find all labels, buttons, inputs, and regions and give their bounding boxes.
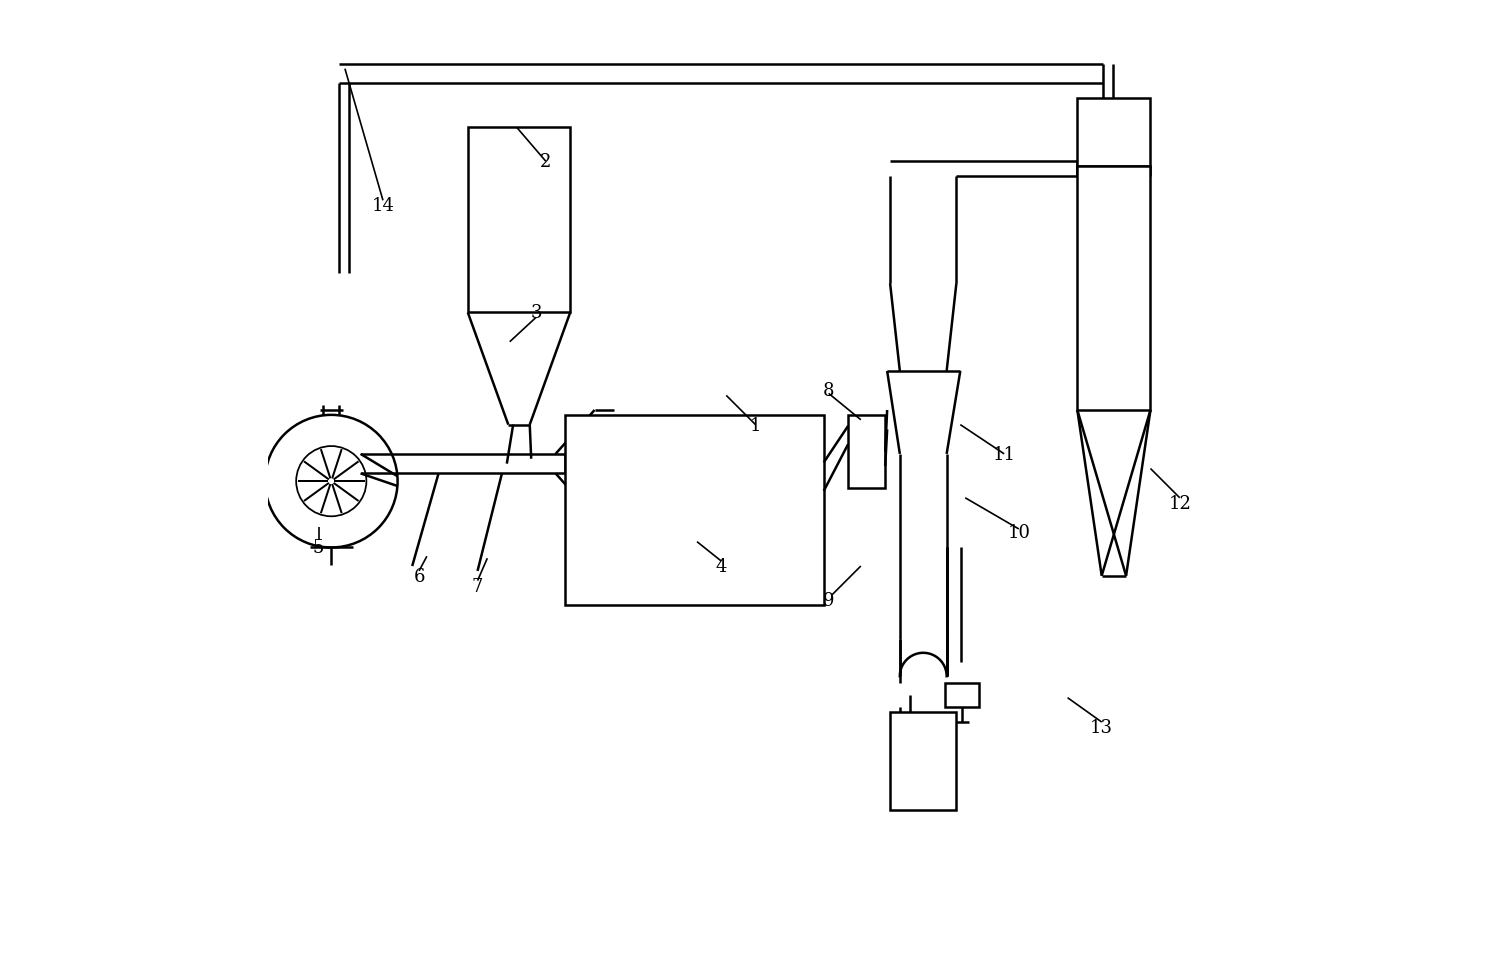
Bar	[944, 683, 979, 707]
Bar	[1077, 99, 1150, 167]
Text: 4: 4	[716, 558, 727, 575]
Text: 2: 2	[539, 153, 552, 171]
Bar	[565, 415, 823, 606]
Text: 3: 3	[530, 304, 542, 322]
Bar	[890, 712, 956, 810]
Text: 8: 8	[823, 382, 834, 400]
Text: 9: 9	[823, 591, 834, 610]
Text: 12: 12	[1168, 494, 1191, 512]
Text: 1: 1	[749, 416, 762, 434]
Text: 5: 5	[313, 538, 325, 556]
Bar	[848, 415, 885, 488]
Text: 6: 6	[414, 568, 425, 585]
Text: 7: 7	[471, 577, 484, 595]
Bar	[468, 128, 570, 314]
Bar	[1077, 167, 1150, 410]
Text: 13: 13	[1091, 718, 1114, 737]
Text: 10: 10	[1008, 524, 1031, 541]
Text: 14: 14	[372, 197, 394, 215]
Text: 11: 11	[993, 446, 1015, 463]
